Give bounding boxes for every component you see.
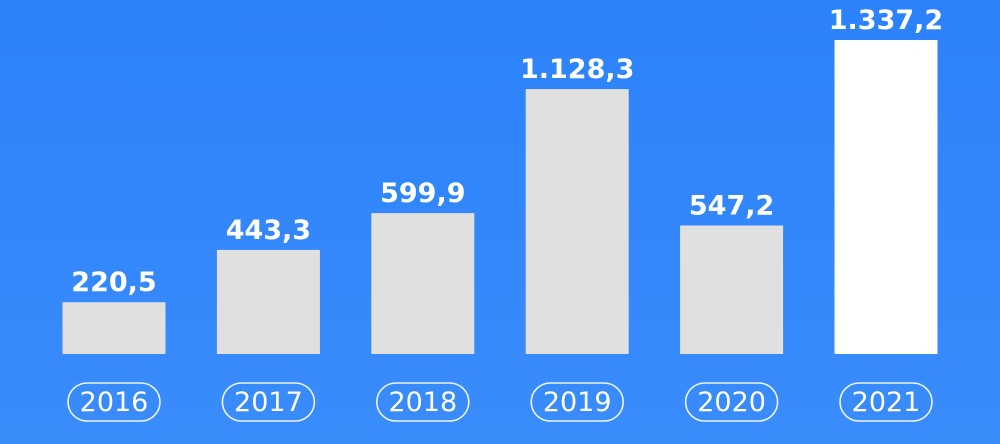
bar-2017 [216,249,320,354]
value-label-2019: 1.128,3 [520,54,634,85]
year-label-2020: 2020 [697,387,766,418]
year-label-2016: 2016 [80,387,149,418]
value-label-2017: 443,3 [226,215,311,246]
year-pill-2018 [375,382,470,422]
bar-2018 [371,213,475,354]
year-label-2019: 2019 [543,387,612,418]
value-label-2021: 1.337,2 [829,5,943,36]
value-label-2016: 220,5 [71,267,156,298]
bar-2019 [525,89,629,354]
year-pill-2021 [839,382,933,422]
year-pill-2016 [67,382,161,422]
bar-2020 [680,225,784,354]
year-pill-2020 [684,382,779,422]
year-label-2017: 2017 [234,387,303,418]
year-pill-2019 [530,382,625,422]
value-label-2020: 547,2 [689,191,774,222]
year-label-2018: 2018 [388,387,457,418]
year-label-2021: 2021 [852,387,921,418]
bar-2021 [834,40,938,354]
year-pill-2017 [221,382,316,422]
bar-2016 [62,302,166,354]
value-label-2018: 599,9 [380,178,465,209]
